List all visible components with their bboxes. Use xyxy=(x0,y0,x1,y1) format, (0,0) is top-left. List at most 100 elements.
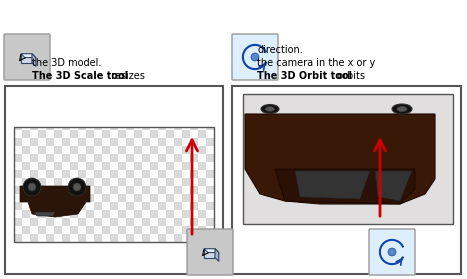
Bar xyxy=(363,104,371,112)
Bar xyxy=(118,178,126,186)
Bar xyxy=(206,194,214,202)
Bar xyxy=(14,234,22,242)
Bar xyxy=(419,96,427,104)
Bar xyxy=(395,176,403,184)
Bar xyxy=(323,128,331,136)
Bar xyxy=(190,194,198,202)
Bar xyxy=(355,136,363,144)
Bar xyxy=(411,94,419,96)
Bar xyxy=(102,202,110,210)
Bar xyxy=(323,136,331,144)
Polygon shape xyxy=(204,249,215,258)
Bar xyxy=(46,218,54,226)
Bar xyxy=(102,234,110,242)
Bar xyxy=(275,200,283,208)
Bar xyxy=(134,162,142,170)
Bar xyxy=(355,208,363,216)
Bar xyxy=(86,170,94,178)
Bar xyxy=(411,216,419,224)
Bar xyxy=(427,208,435,216)
Bar xyxy=(315,176,323,184)
Bar xyxy=(299,120,307,128)
Bar xyxy=(110,130,118,138)
Bar xyxy=(118,146,126,154)
Bar xyxy=(30,138,38,146)
Bar xyxy=(411,200,419,208)
Bar xyxy=(134,138,142,146)
Bar xyxy=(150,138,158,146)
Bar xyxy=(54,234,62,242)
Bar xyxy=(411,128,419,136)
Polygon shape xyxy=(34,212,55,216)
Bar xyxy=(243,120,251,128)
Bar xyxy=(387,192,395,200)
Bar xyxy=(267,200,275,208)
Bar xyxy=(371,94,379,96)
Polygon shape xyxy=(21,54,36,57)
Bar xyxy=(150,234,158,242)
Bar xyxy=(299,112,307,120)
Bar xyxy=(331,192,339,200)
Bar xyxy=(331,160,339,168)
Bar xyxy=(307,152,315,160)
Bar xyxy=(331,96,339,104)
Bar xyxy=(70,234,78,242)
Polygon shape xyxy=(21,54,32,62)
Bar xyxy=(379,200,387,208)
Bar xyxy=(411,208,419,216)
Bar xyxy=(14,186,22,194)
Bar xyxy=(62,210,70,218)
Bar xyxy=(387,176,395,184)
Bar xyxy=(190,226,198,234)
Bar xyxy=(182,170,190,178)
Bar xyxy=(259,192,267,200)
Ellipse shape xyxy=(397,107,407,112)
Bar xyxy=(158,162,166,170)
Bar xyxy=(126,210,134,218)
Bar xyxy=(166,138,174,146)
Bar xyxy=(307,120,315,128)
Bar xyxy=(307,112,315,120)
Bar xyxy=(427,128,435,136)
Bar xyxy=(102,146,110,154)
Bar xyxy=(198,154,206,162)
Text: the camera in the x or y: the camera in the x or y xyxy=(257,58,375,68)
Bar xyxy=(54,127,62,130)
Bar xyxy=(403,208,411,216)
Bar xyxy=(411,112,419,120)
Bar xyxy=(331,184,339,192)
Bar xyxy=(395,160,403,168)
Bar xyxy=(158,154,166,162)
Bar xyxy=(299,168,307,176)
Bar xyxy=(299,184,307,192)
Bar xyxy=(126,154,134,162)
Bar xyxy=(110,226,118,234)
Bar xyxy=(307,216,315,224)
Bar xyxy=(243,192,251,200)
Circle shape xyxy=(388,248,396,256)
Bar xyxy=(86,154,94,162)
Bar xyxy=(158,186,166,194)
Bar xyxy=(299,94,307,96)
Bar xyxy=(267,128,275,136)
Bar xyxy=(419,94,427,96)
Bar xyxy=(206,154,214,162)
Bar xyxy=(102,226,110,234)
Bar xyxy=(134,127,142,130)
Bar xyxy=(142,138,150,146)
Bar xyxy=(291,96,299,104)
Bar xyxy=(275,168,283,176)
Bar xyxy=(299,96,307,104)
Bar xyxy=(339,94,347,96)
Bar xyxy=(331,120,339,128)
Bar xyxy=(70,146,78,154)
Bar xyxy=(110,170,118,178)
Bar xyxy=(134,234,142,242)
Bar xyxy=(38,146,46,154)
Bar xyxy=(86,234,94,242)
Bar xyxy=(86,162,94,170)
Bar xyxy=(22,162,30,170)
Text: direction.: direction. xyxy=(257,45,303,55)
Bar xyxy=(275,144,283,152)
Bar xyxy=(307,94,315,96)
